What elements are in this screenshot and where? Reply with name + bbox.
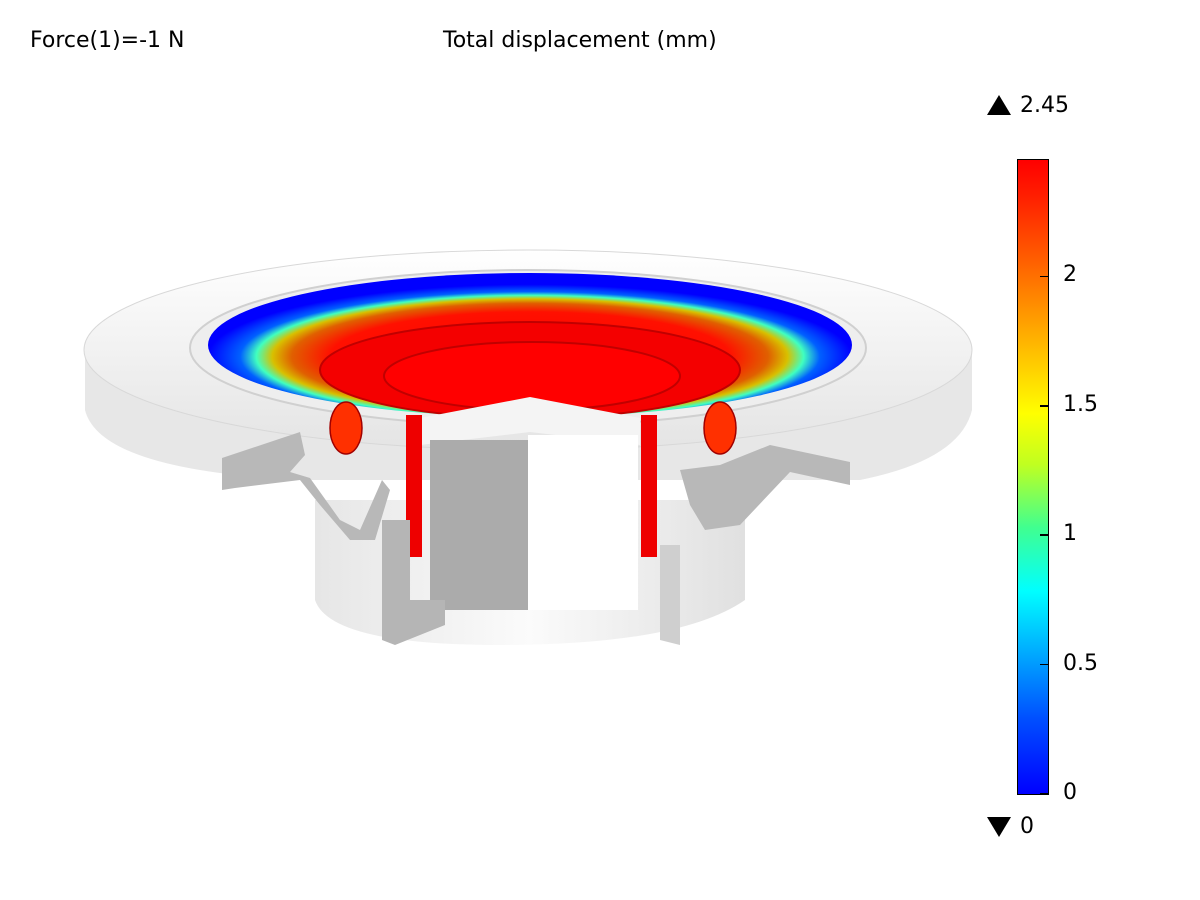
parameter-label: Force(1)=-1 N	[30, 28, 185, 53]
colorbar-tick	[1040, 534, 1049, 536]
colorbar-tick	[1040, 405, 1049, 407]
surround-right	[703, 401, 737, 455]
min-marker-icon	[987, 817, 1011, 837]
colorbar-tick	[1040, 793, 1049, 795]
basket-right	[680, 445, 850, 530]
colorbar	[1017, 159, 1049, 795]
magnet-left	[382, 520, 445, 645]
colorbar-tick-label: 2	[1063, 262, 1077, 288]
speaker-model-render	[83, 249, 973, 645]
surround-left	[329, 401, 363, 455]
colorbar-tick-label: 1	[1063, 521, 1077, 547]
colorbar-tick-label: 1.5	[1063, 391, 1098, 417]
colorbar-tick-label: 0.5	[1063, 650, 1098, 676]
colorbar-tick-label: 0	[1063, 780, 1077, 805]
colorbar-min-label: 0	[1020, 814, 1034, 839]
center-pole	[430, 440, 528, 610]
plot-title: Total displacement (mm)	[443, 28, 717, 53]
center-pole-face	[528, 435, 638, 610]
colorbar-tick	[1040, 663, 1049, 666]
voice-coil-right	[641, 415, 657, 557]
magnet-right	[660, 545, 680, 645]
cutaway-face	[420, 397, 640, 445]
colorbar-max-label: 2.45	[1020, 93, 1069, 118]
basket-left	[222, 432, 390, 540]
colorbar-tick	[1040, 275, 1049, 278]
max-marker-icon	[987, 95, 1011, 115]
